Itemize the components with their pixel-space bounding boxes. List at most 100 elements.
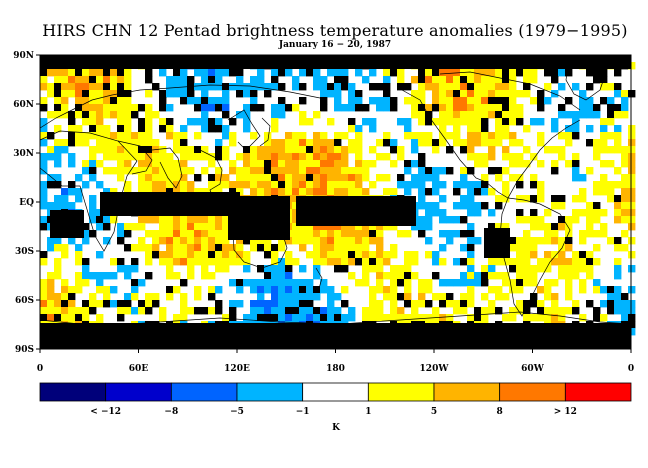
field-cell bbox=[544, 251, 552, 259]
field-cell bbox=[404, 97, 412, 105]
field-cell bbox=[124, 118, 132, 126]
field-cell bbox=[474, 181, 482, 189]
field-cell bbox=[523, 160, 531, 168]
field-cell bbox=[131, 307, 139, 315]
field-cell bbox=[460, 174, 468, 182]
missing-block bbox=[100, 192, 240, 216]
field-cell bbox=[292, 300, 300, 308]
field-cell bbox=[257, 244, 265, 252]
field-cell bbox=[460, 300, 468, 308]
field-cell bbox=[530, 216, 538, 224]
field-cell bbox=[313, 314, 321, 322]
field-cell bbox=[75, 244, 83, 252]
field-cell bbox=[509, 258, 517, 266]
field-cell bbox=[47, 286, 55, 294]
field-cell bbox=[418, 139, 426, 147]
field-cell bbox=[271, 153, 279, 161]
field-cell bbox=[285, 293, 293, 301]
field-cell bbox=[236, 258, 244, 266]
field-cell bbox=[320, 90, 328, 98]
field-cell bbox=[201, 97, 209, 105]
field-cell bbox=[159, 104, 167, 112]
field-cell bbox=[439, 167, 447, 175]
field-cell bbox=[159, 237, 167, 245]
field-cell bbox=[551, 223, 559, 231]
field-cell bbox=[544, 279, 552, 287]
field-cell bbox=[467, 188, 475, 196]
field-cell bbox=[278, 181, 286, 189]
field-cell bbox=[334, 293, 342, 301]
field-cell bbox=[362, 251, 370, 259]
lon-label: 120W bbox=[420, 364, 450, 374]
field-cell bbox=[278, 146, 286, 154]
field-cell bbox=[180, 146, 188, 154]
field-cell bbox=[341, 174, 349, 182]
field-cell bbox=[425, 279, 433, 287]
field-cell bbox=[173, 237, 181, 245]
field-cell bbox=[145, 76, 153, 84]
field-cell bbox=[250, 76, 258, 84]
field-cell bbox=[460, 146, 468, 154]
field-cell bbox=[593, 314, 601, 322]
field-cell bbox=[201, 90, 209, 98]
field-cell bbox=[495, 258, 503, 266]
field-cell bbox=[488, 97, 496, 105]
field-cell bbox=[54, 76, 62, 84]
field-cell bbox=[208, 174, 216, 182]
field-cell bbox=[558, 69, 566, 77]
field-cell bbox=[586, 69, 594, 77]
field-cell bbox=[565, 237, 573, 245]
field-cell bbox=[145, 118, 153, 126]
field-cell bbox=[61, 111, 69, 119]
field-cell bbox=[124, 167, 132, 175]
field-cell bbox=[180, 160, 188, 168]
field-cell bbox=[54, 160, 62, 168]
field-cell bbox=[68, 202, 76, 210]
field-cell bbox=[54, 69, 62, 77]
field-cell bbox=[327, 167, 335, 175]
field-cell bbox=[432, 181, 440, 189]
field-cell bbox=[306, 300, 314, 308]
field-cell bbox=[355, 139, 363, 147]
field-cell bbox=[502, 111, 510, 119]
field-cell bbox=[369, 251, 377, 259]
field-cell bbox=[467, 237, 475, 245]
field-cell bbox=[54, 125, 62, 133]
field-cell bbox=[201, 188, 209, 196]
field-cell bbox=[271, 258, 279, 266]
field-cell bbox=[194, 216, 202, 224]
field-cell bbox=[89, 146, 97, 154]
field-cell bbox=[523, 125, 531, 133]
field-cell bbox=[397, 272, 405, 280]
field-cell bbox=[173, 244, 181, 252]
field-cell bbox=[516, 111, 524, 119]
field-cell bbox=[299, 167, 307, 175]
field-cell bbox=[201, 307, 209, 315]
field-cell bbox=[138, 223, 146, 231]
field-cell bbox=[61, 202, 69, 210]
field-cell bbox=[173, 174, 181, 182]
field-cell bbox=[180, 300, 188, 308]
field-cell bbox=[376, 83, 384, 91]
field-cell bbox=[586, 230, 594, 238]
field-cell bbox=[229, 132, 237, 140]
field-cell bbox=[68, 76, 76, 84]
field-cell bbox=[229, 307, 237, 315]
field-cell bbox=[502, 167, 510, 175]
field-cell bbox=[299, 188, 307, 196]
field-cell bbox=[467, 97, 475, 105]
field-cell bbox=[614, 125, 622, 133]
field-cell bbox=[229, 118, 237, 126]
field-cell bbox=[460, 111, 468, 119]
field-cell bbox=[404, 167, 412, 175]
field-cell bbox=[369, 223, 377, 231]
field-cell bbox=[222, 265, 230, 273]
field-cell bbox=[376, 272, 384, 280]
field-cell bbox=[474, 279, 482, 287]
field-cell bbox=[579, 195, 587, 203]
field-cell bbox=[460, 118, 468, 126]
field-cell bbox=[607, 307, 615, 315]
field-cell bbox=[327, 181, 335, 189]
field-cell bbox=[96, 181, 104, 189]
field-cell bbox=[600, 223, 608, 231]
